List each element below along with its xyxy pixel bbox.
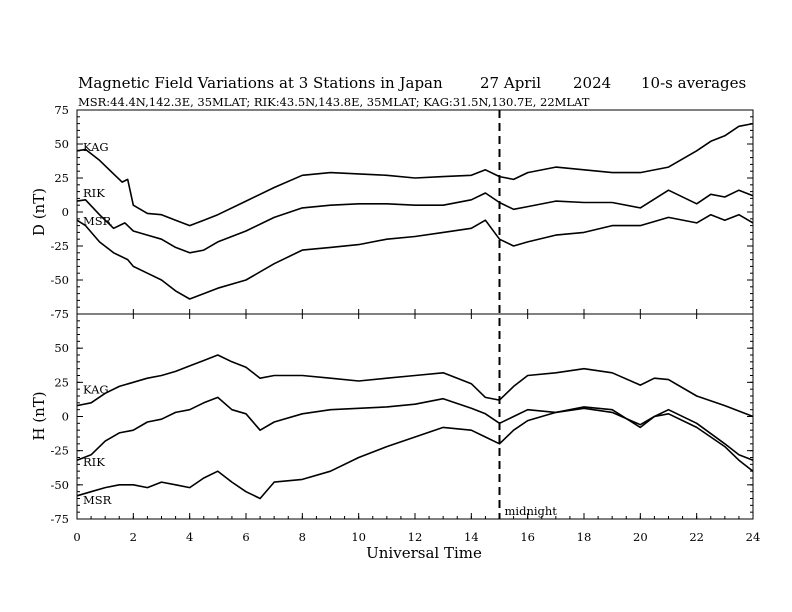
y-tick-label: 50 xyxy=(54,137,69,151)
y-tick-label: -50 xyxy=(50,478,69,492)
y-tick-label: 25 xyxy=(54,171,69,185)
tick-layer: 0 2 4 6 8 10 12 14 16 18 20 22 247550250-25-50-75502… xyxy=(50,103,760,544)
y-tick-label: -75 xyxy=(50,307,69,321)
y-tick-label: -50 xyxy=(50,273,69,287)
x-tick-label: 20 xyxy=(633,530,648,544)
y-tick-label: 75 xyxy=(54,103,69,117)
y-tick-label: -25 xyxy=(50,239,69,253)
x-tick-label: 24 xyxy=(746,530,761,544)
label-layer: KAG RIK MSR KAG RIK MSR xyxy=(83,140,112,507)
chart-year: 2024 xyxy=(573,74,611,92)
series-line-msr xyxy=(76,213,754,300)
x-tick-label: 18 xyxy=(577,530,592,544)
d-panel-frame xyxy=(76,109,754,315)
series-line-rik xyxy=(76,189,754,254)
x-tick-label: 22 xyxy=(689,530,704,544)
y-tick-label: 50 xyxy=(54,341,69,355)
series-label-rik: RIK xyxy=(83,455,105,469)
x-tick-label: 4 xyxy=(186,530,193,544)
y-tick-label: -75 xyxy=(50,512,69,526)
series-label-msr: MSR xyxy=(83,214,112,228)
x-tick-label: 10 xyxy=(351,530,366,544)
station-coordinates: MSR:44.4N,142.3E, 35MLAT; RIK:43.5N,143.… xyxy=(78,95,590,109)
x-tick-label: 16 xyxy=(520,530,535,544)
x-axis-label: Universal Time xyxy=(366,544,482,562)
chart-title: Magnetic Field Variations at 3 Stations … xyxy=(78,74,443,92)
chart-date: 27 April xyxy=(480,74,541,92)
chart-averaging: 10-s averages xyxy=(641,74,746,92)
h-panel-frame xyxy=(76,313,754,520)
x-tick-label: 8 xyxy=(299,530,306,544)
x-tick-label: 14 xyxy=(464,530,479,544)
x-tick-label: 12 xyxy=(408,530,423,544)
x-tick-label: 6 xyxy=(242,530,249,544)
series-label-rik: RIK xyxy=(83,186,105,200)
y-tick-label: 25 xyxy=(54,375,69,389)
series-label-msr: MSR xyxy=(83,493,112,507)
x-tick-label: 2 xyxy=(130,530,137,544)
y-tick-label: -25 xyxy=(50,444,69,458)
series-label-kag: KAG xyxy=(83,383,109,397)
series-line-kag xyxy=(76,122,754,227)
series-layer xyxy=(76,122,754,500)
series-label-kag: KAG xyxy=(83,140,109,154)
y-tick-label: 0 xyxy=(62,205,69,219)
d-axis-label: D (nT) xyxy=(30,188,48,236)
x-tick-label: 0 xyxy=(73,530,80,544)
h-axis-label: H (nT) xyxy=(30,391,48,440)
series-line-msr xyxy=(76,407,754,500)
midnight-label: midnight xyxy=(505,504,558,518)
series-line-rik xyxy=(76,396,754,461)
y-tick-label: 0 xyxy=(62,410,69,424)
series-line-kag xyxy=(76,354,754,418)
